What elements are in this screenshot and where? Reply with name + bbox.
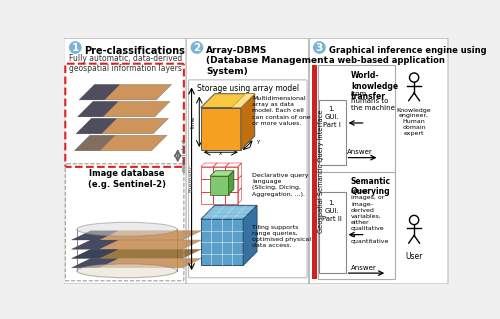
- Circle shape: [68, 41, 82, 55]
- Text: time: time: [191, 116, 196, 129]
- Text: Answer: Answer: [351, 265, 377, 271]
- Text: Y: Y: [256, 140, 260, 145]
- Text: 1.
GUI.
Part I: 1. GUI. Part I: [323, 106, 340, 128]
- Circle shape: [312, 41, 326, 55]
- Polygon shape: [72, 231, 118, 240]
- Polygon shape: [72, 240, 118, 249]
- Text: Fully automatic, data-derived
geospatial information layers: Fully automatic, data-derived geospatial…: [68, 54, 182, 73]
- Text: Image database
(e.g. Sentinel-2): Image database (e.g. Sentinel-2): [88, 169, 166, 189]
- Text: World-
knowledge
transfer: World- knowledge transfer: [351, 71, 398, 101]
- Text: 3: 3: [316, 42, 323, 53]
- Ellipse shape: [77, 264, 177, 278]
- FancyBboxPatch shape: [312, 65, 317, 278]
- Text: associated: associated: [182, 138, 186, 172]
- Text: Geospatial Semantic Query Interface: Geospatial Semantic Query Interface: [318, 110, 324, 233]
- Polygon shape: [243, 205, 257, 265]
- Polygon shape: [201, 205, 257, 219]
- Text: Answer: Answer: [348, 149, 373, 155]
- Polygon shape: [228, 171, 234, 195]
- Text: Semantic
Querying: Semantic Querying: [351, 177, 391, 196]
- FancyBboxPatch shape: [188, 80, 307, 278]
- Polygon shape: [232, 94, 254, 108]
- Polygon shape: [78, 101, 170, 117]
- Polygon shape: [241, 94, 254, 150]
- Polygon shape: [210, 171, 234, 176]
- Polygon shape: [72, 258, 202, 268]
- Text: Tiling supports
range queries,
optimised physical
data access.: Tiling supports range queries, optimised…: [252, 225, 312, 248]
- Text: Knowledge
engineer,
Human
domain
expert: Knowledge engineer, Human domain expert: [397, 108, 432, 136]
- Polygon shape: [72, 240, 202, 249]
- Text: about
images, or
image-
derived
variables,
either
qualitative
or
quantitative: about images, or image- derived variable…: [351, 189, 390, 244]
- Polygon shape: [76, 118, 168, 134]
- Polygon shape: [210, 176, 229, 195]
- Polygon shape: [72, 249, 202, 258]
- Polygon shape: [78, 101, 118, 117]
- Polygon shape: [79, 85, 172, 100]
- Text: Storage using array model: Storage using array model: [196, 85, 299, 93]
- Polygon shape: [201, 94, 254, 108]
- Text: from
humans to
the machine: from humans to the machine: [351, 91, 395, 111]
- Polygon shape: [74, 135, 167, 151]
- Polygon shape: [201, 108, 241, 150]
- FancyBboxPatch shape: [318, 100, 345, 165]
- Text: Graphical inference engine using
a web-based application: Graphical inference engine using a web-b…: [328, 46, 486, 65]
- Polygon shape: [72, 258, 118, 268]
- Polygon shape: [201, 219, 243, 265]
- Circle shape: [190, 41, 204, 55]
- Text: x: x: [219, 151, 222, 156]
- FancyBboxPatch shape: [64, 38, 186, 284]
- FancyBboxPatch shape: [310, 38, 448, 284]
- Text: 1.
GUI.
Part II: 1. GUI. Part II: [322, 200, 342, 222]
- Polygon shape: [76, 118, 117, 134]
- FancyBboxPatch shape: [186, 38, 308, 284]
- Polygon shape: [79, 85, 120, 100]
- Ellipse shape: [77, 222, 177, 236]
- Text: 2: 2: [194, 42, 200, 53]
- Text: thematic: thematic: [188, 164, 194, 192]
- Polygon shape: [72, 249, 118, 258]
- Text: Array-DBMS
(Database Management
System): Array-DBMS (Database Management System): [206, 46, 328, 76]
- Polygon shape: [74, 135, 116, 151]
- Polygon shape: [72, 231, 202, 240]
- Text: Declarative query
language
(Slicing, Dicing,
Aggregation, ...).: Declarative query language (Slicing, Dic…: [252, 173, 309, 197]
- Text: User: User: [406, 252, 423, 261]
- Text: Multidimensional
array as data
model. Each cell
can contain of one
or more value: Multidimensional array as data model. Ea…: [252, 96, 311, 126]
- FancyBboxPatch shape: [318, 192, 345, 273]
- Text: 1: 1: [72, 42, 79, 53]
- Text: Pre-classifications: Pre-classifications: [84, 46, 186, 56]
